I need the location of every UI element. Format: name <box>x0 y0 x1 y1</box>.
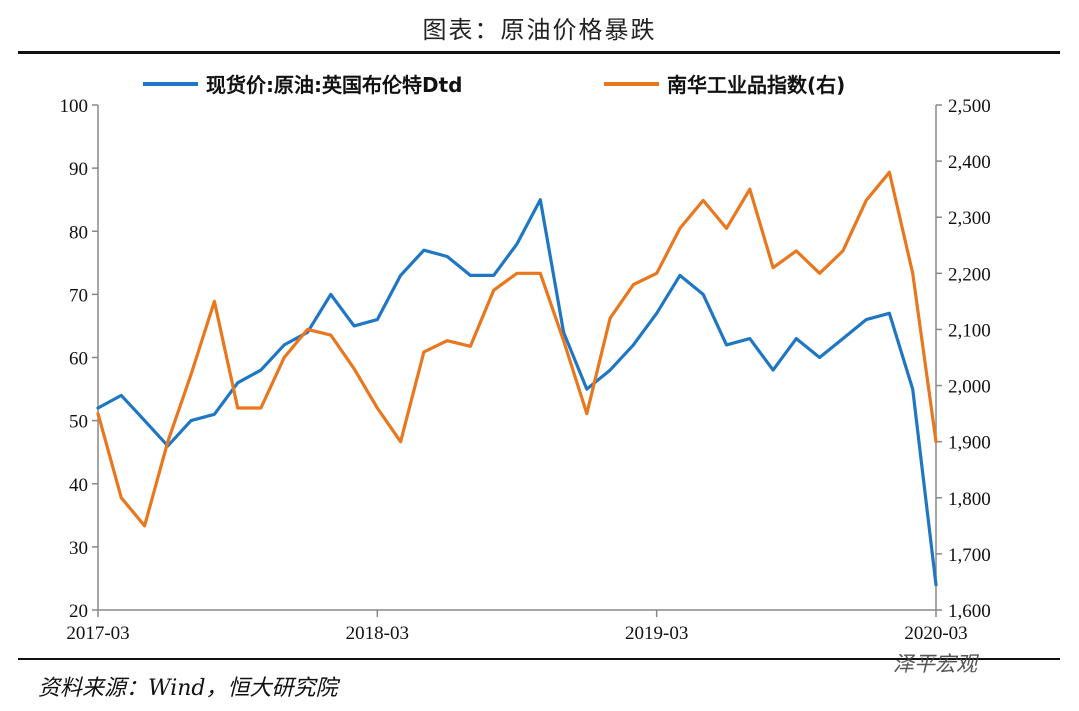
y-left-tick-label: 90 <box>69 159 88 180</box>
y-right-tick-label: 2,400 <box>948 152 991 173</box>
y-right-tick-label: 1,700 <box>948 545 991 566</box>
y-left-tick-label: 80 <box>69 222 88 243</box>
watermark: 泽平宏观 <box>893 652 977 676</box>
y-left-tick-label: 30 <box>69 538 88 559</box>
y-left-tick-label: 40 <box>69 475 88 496</box>
y-left-tick-label: 50 <box>69 412 88 433</box>
x-tick-label: 2017-03 <box>66 623 129 644</box>
legend: 现货价:原油:英国布伦特Dtd 南华工业品指数(右) <box>143 73 845 97</box>
y-right-tick-label: 2,500 <box>948 96 991 117</box>
x-tick-label: 2018-03 <box>346 623 409 644</box>
x-tick-label: 2020-03 <box>904 623 967 644</box>
legend-label-brent: 现货价:原油:英国布伦特Dtd <box>206 73 462 97</box>
y-right-tick-label: 2,300 <box>948 208 991 229</box>
y-left-tick-label: 70 <box>69 285 88 306</box>
x-tick-label: 2019-03 <box>625 623 688 644</box>
y-right-tick-label: 1,600 <box>948 601 991 622</box>
page-title: 图表：原油价格暴跌 <box>422 16 657 44</box>
y-right-tick-label: 2,100 <box>948 320 991 341</box>
axes: 20 30 40 50 60 70 80 90 100 1,600 1,700 1,800 1,900 2… <box>60 96 991 644</box>
source-note: 资料来源：Wind，恒大研究院 <box>38 676 338 701</box>
y-right-tick-label: 1,800 <box>948 489 991 510</box>
footer-divider <box>18 658 1060 660</box>
series-line-nanhua <box>96 170 938 528</box>
y-left-tick-label: 60 <box>69 349 88 370</box>
y-left-tick-label: 100 <box>60 96 89 117</box>
series-layer <box>96 170 938 587</box>
y-right-tick-label: 2,200 <box>948 264 991 285</box>
title-divider <box>18 51 1060 54</box>
series-line-brent <box>96 198 938 587</box>
legend-label-nanhua: 南华工业品指数(右) <box>667 73 845 97</box>
y-right-tick-label: 1,900 <box>948 433 991 454</box>
y-left-tick-label: 20 <box>69 601 88 622</box>
y-right-tick-label: 2,000 <box>948 377 991 398</box>
